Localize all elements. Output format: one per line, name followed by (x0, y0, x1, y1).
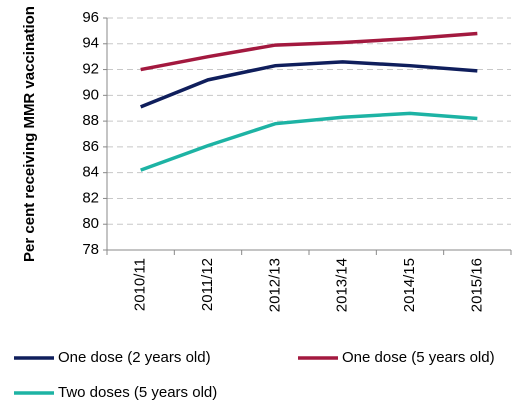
y-tick-label: 90 (82, 86, 99, 103)
y-tick-label: 84 (82, 164, 99, 181)
x-tick-label: 2013/14 (334, 258, 351, 312)
y-tick-label: 78 (82, 241, 99, 258)
series-line (140, 31, 478, 72)
series-line (140, 111, 478, 172)
y-tick-label: 92 (82, 61, 99, 78)
x-tick-label: 2012/13 (266, 258, 283, 312)
y-tick-label: 96 (82, 9, 99, 26)
legend-label: Two doses (5 years old) (58, 384, 217, 401)
y-axis-label: Per cent receiving MMR vaccination (21, 6, 38, 262)
y-tick-label: 80 (82, 215, 99, 232)
series-line (140, 60, 478, 109)
legend-label: One dose (2 years old) (58, 349, 211, 366)
y-tick-label: 82 (82, 189, 99, 206)
x-tick-label: 2014/15 (401, 258, 418, 312)
x-tick-label: 2011/12 (199, 258, 216, 311)
x-tick-label: 2015/16 (468, 258, 485, 312)
x-tick-label: 2010/11 (132, 258, 149, 311)
y-tick-label: 94 (82, 35, 99, 52)
legend-label: One dose (5 years old) (342, 349, 495, 366)
y-tick-label: 88 (82, 112, 99, 129)
y-tick-label: 86 (82, 138, 99, 155)
